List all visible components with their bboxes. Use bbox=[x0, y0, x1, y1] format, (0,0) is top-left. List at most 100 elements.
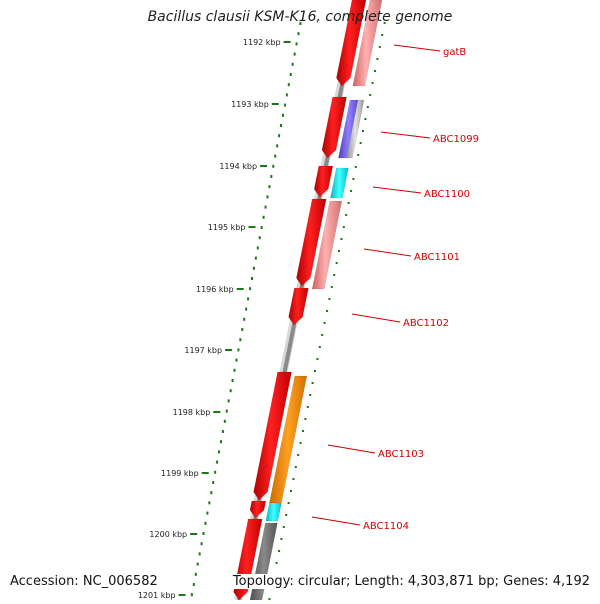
gc-dot bbox=[268, 185, 271, 189]
gc-dot bbox=[276, 144, 279, 148]
scale-tick: 1193 kbp bbox=[231, 100, 279, 109]
outer-dot bbox=[299, 442, 302, 444]
gc-dot bbox=[278, 134, 281, 138]
gc-dot bbox=[229, 389, 232, 393]
outer-dot bbox=[285, 514, 288, 516]
label-leader-line bbox=[327, 444, 376, 454]
gene-label-text: ABC1099 bbox=[433, 134, 479, 145]
gene-label: gatB bbox=[393, 44, 466, 58]
gene-label-text: ABC1100 bbox=[424, 189, 470, 200]
outer-dot bbox=[290, 490, 292, 492]
gene-label-text: ABC1104 bbox=[363, 521, 409, 532]
scale-ticks: 1192 kbp 1193 kbp 1194 kbp 1195 kbp 1196 kbp… bbox=[138, 38, 291, 600]
gc-dot bbox=[221, 430, 224, 433]
gc-dot bbox=[241, 328, 244, 331]
gc-dot bbox=[192, 583, 195, 586]
gc-dot bbox=[250, 277, 253, 280]
gene-arrow bbox=[288, 287, 309, 326]
outer-dot bbox=[359, 142, 362, 144]
cds-bar bbox=[352, 0, 383, 87]
outer-dot bbox=[374, 70, 376, 72]
gene-label-text: ABC1102 bbox=[403, 318, 449, 329]
outer-dot bbox=[333, 274, 336, 276]
gene-label: ABC1100 bbox=[372, 186, 470, 200]
tick-label: 1195 kbp bbox=[208, 223, 246, 232]
tick-label: 1198 kbp bbox=[173, 408, 211, 417]
outer-dot bbox=[323, 322, 326, 324]
gc-dot bbox=[200, 542, 203, 546]
gc-dot bbox=[214, 470, 217, 474]
gc-dot bbox=[293, 52, 296, 56]
gene-arrow bbox=[296, 198, 327, 287]
outer-dot bbox=[345, 214, 348, 216]
gc-dot bbox=[258, 236, 261, 240]
gene-arrow bbox=[253, 371, 292, 501]
outer-dot bbox=[330, 286, 333, 288]
gc-dot bbox=[256, 246, 259, 250]
outer-dot bbox=[278, 550, 280, 552]
gc-dot bbox=[237, 348, 240, 352]
label-leader-line bbox=[351, 313, 401, 323]
label-leader-line bbox=[372, 186, 422, 194]
gc-dot bbox=[299, 22, 302, 25]
outer-dot bbox=[292, 478, 295, 480]
outer-dot bbox=[357, 154, 360, 156]
outer-dot bbox=[282, 526, 285, 528]
outer-dot bbox=[335, 262, 338, 264]
gc-dot bbox=[212, 481, 215, 484]
outer-dot bbox=[364, 118, 367, 120]
outer-dot bbox=[302, 430, 304, 432]
gc-dot bbox=[297, 32, 300, 36]
gene-arrow bbox=[313, 165, 334, 198]
gc-dot bbox=[202, 532, 205, 535]
gc-dot bbox=[287, 83, 290, 87]
outer-dot bbox=[376, 58, 379, 60]
gc-dot bbox=[249, 287, 252, 291]
outer-dot bbox=[354, 166, 357, 168]
outer-dot bbox=[287, 502, 290, 504]
scale-tick: 1199 kbp bbox=[161, 469, 209, 478]
gc-dot bbox=[198, 552, 201, 556]
outer-dot bbox=[352, 178, 355, 180]
gc-dot bbox=[285, 93, 288, 97]
gc-dot bbox=[223, 419, 226, 423]
gc-dot bbox=[291, 62, 294, 66]
gc-dot bbox=[210, 491, 213, 495]
gc-content-track bbox=[190, 22, 386, 600]
outer-dot bbox=[342, 226, 345, 228]
outer-dot bbox=[311, 382, 314, 384]
outer-dot bbox=[369, 94, 372, 96]
gc-dot bbox=[274, 154, 277, 158]
feature-track bbox=[233, 0, 383, 601]
tick-label: 1192 kbp bbox=[243, 38, 281, 47]
gc-dot bbox=[231, 379, 234, 382]
outer-dot bbox=[362, 130, 364, 132]
gc-dot bbox=[190, 593, 193, 597]
gc-dot bbox=[281, 113, 284, 117]
gc-dot bbox=[204, 521, 207, 525]
scale-tick: 1195 kbp bbox=[208, 223, 256, 232]
gene-label: ABC1104 bbox=[311, 516, 409, 532]
outer-dot bbox=[321, 334, 324, 336]
outer-dot bbox=[318, 346, 321, 348]
cds-bar bbox=[311, 200, 343, 290]
gc-dot bbox=[295, 42, 298, 46]
gc-dot bbox=[218, 450, 221, 454]
gc-dot bbox=[235, 358, 238, 362]
tick-label: 1199 kbp bbox=[161, 469, 199, 478]
gc-dot bbox=[252, 266, 255, 270]
accession-info: Accession: NC_006582 bbox=[8, 574, 160, 589]
label-leaders: gatB ABC1099 ABC1100 ABC1101 ABC1102 ABC1103 A… bbox=[311, 44, 479, 532]
scale-tick: 1198 kbp bbox=[173, 408, 221, 417]
gene-label: ABC1099 bbox=[380, 131, 479, 145]
gene-arrow bbox=[249, 500, 267, 519]
gene-label-text: gatB bbox=[443, 47, 466, 58]
scale-tick: 1200 kbp bbox=[149, 530, 198, 539]
gc-dot bbox=[225, 409, 228, 413]
gc-dot bbox=[196, 562, 199, 566]
gc-dot bbox=[206, 511, 209, 515]
gc-dot bbox=[266, 195, 269, 199]
scale-tick: 1194 kbp bbox=[219, 162, 268, 171]
tick-label: 1196 kbp bbox=[196, 285, 234, 294]
